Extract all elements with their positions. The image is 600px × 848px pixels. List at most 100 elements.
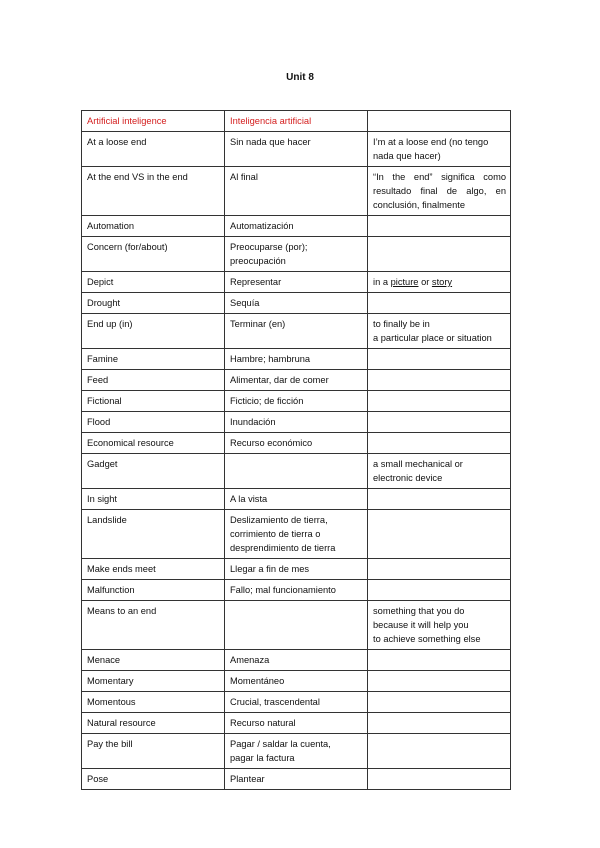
table-row: Economical resource Recurso económico bbox=[81, 432, 511, 454]
translation-cell: Sin nada que hacer bbox=[224, 131, 368, 167]
term-cell: Economical resource bbox=[81, 432, 225, 454]
term-cell: Drought bbox=[81, 292, 225, 314]
table-row: Fictional Ficticio; de ficción bbox=[81, 390, 511, 412]
translation-cell: Momentáneo bbox=[224, 670, 368, 692]
term-cell: At a loose end bbox=[81, 131, 225, 167]
table-row: Natural resource Recurso natural bbox=[81, 712, 511, 734]
definition-cell bbox=[367, 215, 511, 237]
term-cell: Momentous bbox=[81, 691, 225, 713]
term-cell: Momentary bbox=[81, 670, 225, 692]
term-cell: Malfunction bbox=[81, 579, 225, 601]
translation-cell: Preocuparse (por); preocupación bbox=[224, 236, 368, 272]
definition-cell bbox=[367, 670, 511, 692]
definition-cell bbox=[367, 369, 511, 391]
table-row: Momentous Crucial, trascendental bbox=[81, 691, 511, 713]
definition-cell: a small mechanical or electronic device bbox=[367, 453, 511, 489]
table-row: Means to an end something that you do bec… bbox=[81, 600, 511, 650]
definition-cell bbox=[367, 292, 511, 314]
table-row: Pay the bill Pagar / saldar la cuenta, pa… bbox=[81, 733, 511, 769]
term-cell: Gadget bbox=[81, 453, 225, 489]
term-cell: Pay the bill bbox=[81, 733, 225, 769]
term-cell: At the end VS in the end bbox=[81, 166, 225, 216]
term-cell: Menace bbox=[81, 649, 225, 671]
term-cell: Automation bbox=[81, 215, 225, 237]
translation-cell bbox=[224, 600, 368, 650]
definition-cell bbox=[367, 649, 511, 671]
definition-cell bbox=[367, 390, 511, 412]
term-cell: Make ends meet bbox=[81, 558, 225, 580]
link-text[interactable]: picture bbox=[390, 277, 419, 287]
definition-cell bbox=[367, 236, 511, 272]
translation-cell: Recurso natural bbox=[224, 712, 368, 734]
table-row: Famine Hambre; hambruna bbox=[81, 348, 511, 370]
table-row: Momentary Momentáneo bbox=[81, 670, 511, 692]
translation-cell: Hambre; hambruna bbox=[224, 348, 368, 370]
translation-cell: Terminar (en) bbox=[224, 313, 368, 349]
term-cell: End up (in) bbox=[81, 313, 225, 349]
table-row: Concern (for/about) Preocuparse (por); pr… bbox=[81, 236, 511, 272]
term-cell: Famine bbox=[81, 348, 225, 370]
translation-cell: Representar bbox=[224, 271, 368, 293]
translation-cell: Fallo; mal funcionamiento bbox=[224, 579, 368, 601]
header-english: Artificial inteligence bbox=[81, 110, 225, 132]
table-row: Drought Sequía bbox=[81, 292, 511, 314]
definition-cell bbox=[367, 432, 511, 454]
table-row: Feed Alimentar, dar de comer bbox=[81, 369, 511, 391]
table-row: Automation Automatización bbox=[81, 215, 511, 237]
translation-cell: Inundación bbox=[224, 411, 368, 433]
definition-cell bbox=[367, 558, 511, 580]
table-row: Malfunction Fallo; mal funcionamiento bbox=[81, 579, 511, 601]
definition-cell bbox=[367, 712, 511, 734]
translation-cell: Pagar / saldar la cuenta, pagar la factu… bbox=[224, 733, 368, 769]
table-row: Gadget a small mechanical or electronic d… bbox=[81, 453, 511, 489]
term-cell: Feed bbox=[81, 369, 225, 391]
definition-cell bbox=[367, 768, 511, 790]
term-cell: Fictional bbox=[81, 390, 225, 412]
translation-cell: Crucial, trascendental bbox=[224, 691, 368, 713]
table-header-row: Artificial inteligence Inteligencia arti… bbox=[81, 110, 511, 132]
definition-cell: I’m at a loose end (no tengo nada que ha… bbox=[367, 131, 511, 167]
document-title: Unit 8 bbox=[286, 72, 314, 83]
link-text[interactable]: story bbox=[431, 277, 453, 287]
definition-cell: in a picture or story bbox=[367, 271, 511, 293]
translation-cell: Plantear bbox=[224, 768, 368, 790]
translation-cell: Recurso económico bbox=[224, 432, 368, 454]
table-row: At a loose end Sin nada que hacer I’m at a… bbox=[81, 131, 511, 167]
definition-cell: to finally be in a particular place or s… bbox=[367, 313, 511, 349]
translation-cell: A la vista bbox=[224, 488, 368, 510]
vocabulary-table-body: Artificial inteligence Inteligencia arti… bbox=[81, 110, 511, 790]
header-notes bbox=[367, 110, 511, 132]
text-segment: or bbox=[418, 277, 432, 287]
definition-cell bbox=[367, 411, 511, 433]
definition-cell bbox=[367, 691, 511, 713]
definition-cell bbox=[367, 348, 511, 370]
term-cell: Means to an end bbox=[81, 600, 225, 650]
definition-cell: “In the end” significa como resultado fi… bbox=[367, 166, 511, 216]
translation-cell: Alimentar, dar de comer bbox=[224, 369, 368, 391]
definition-cell bbox=[367, 509, 511, 559]
translation-cell: Al final bbox=[224, 166, 368, 216]
translation-cell: Amenaza bbox=[224, 649, 368, 671]
translation-cell: Ficticio; de ficción bbox=[224, 390, 368, 412]
table-row: Pose Plantear bbox=[81, 768, 511, 790]
translation-cell: Sequía bbox=[224, 292, 368, 314]
translation-cell: Automatización bbox=[224, 215, 368, 237]
definition-cell: something that you do because it will he… bbox=[367, 600, 511, 650]
table-row: At the end VS in the end Al final “In the … bbox=[81, 166, 511, 216]
table-row: Make ends meet Llegar a fin de mes bbox=[81, 558, 511, 580]
table-row: Depict Representar in a picture or story bbox=[81, 271, 511, 293]
term-cell: Pose bbox=[81, 768, 225, 790]
header-spanish: Inteligencia artificial bbox=[224, 110, 368, 132]
term-cell: Depict bbox=[81, 271, 225, 293]
table-row: In sight A la vista bbox=[81, 488, 511, 510]
translation-cell bbox=[224, 453, 368, 489]
vocabulary-table: Artificial inteligence Inteligencia arti… bbox=[81, 110, 511, 790]
term-cell: Concern (for/about) bbox=[81, 236, 225, 272]
definition-cell bbox=[367, 579, 511, 601]
term-cell: Flood bbox=[81, 411, 225, 433]
translation-cell: Deslizamiento de tierra, corrimiento de … bbox=[224, 509, 368, 559]
text-segment: in a bbox=[373, 277, 391, 287]
term-cell: Landslide bbox=[81, 509, 225, 559]
table-row: Landslide Deslizamiento de tierra, corrim… bbox=[81, 509, 511, 559]
translation-cell: Llegar a fin de mes bbox=[224, 558, 368, 580]
